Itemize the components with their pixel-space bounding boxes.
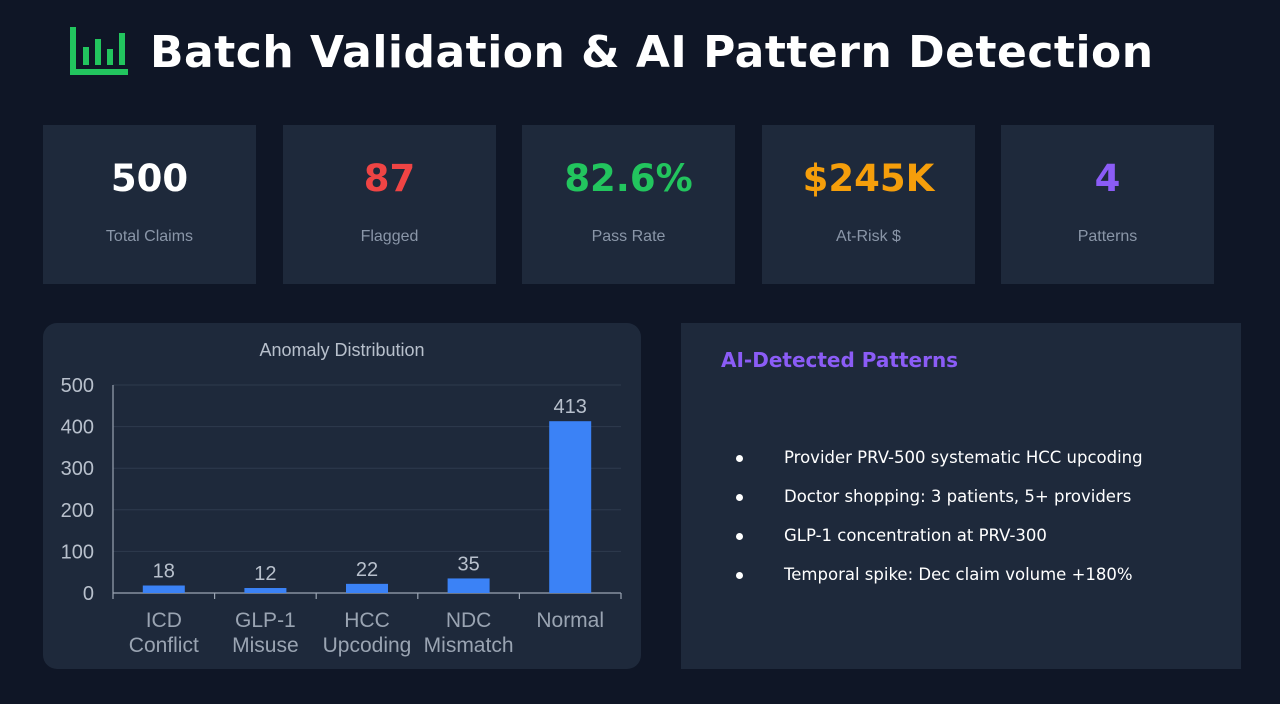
bullet-icon <box>736 572 743 579</box>
kpi-label: Patterns <box>1077 228 1138 245</box>
bar <box>346 583 388 593</box>
kpi-card-pass-rate: 82.6% Pass Rate <box>522 125 735 284</box>
bullet-icon <box>736 494 743 501</box>
kpi-card-total-claims: 500 Total Claims <box>43 125 256 284</box>
pattern-text: GLP-1 concentration at PRV-300 <box>784 526 1047 545</box>
kpi-label: Flagged <box>360 228 419 245</box>
patterns-panel: AI-Detected Patterns Provider PRV-500 sy… <box>681 323 1241 669</box>
data-label: 413 <box>554 396 587 418</box>
kpi-value: $245K <box>802 157 935 200</box>
page-title: Batch Validation & AI Pattern Detection <box>150 26 1154 78</box>
patterns-title: AI-Detected Patterns <box>721 348 959 372</box>
pattern-list: Provider PRV-500 systematic HCC upcoding… <box>731 444 1143 600</box>
data-label: 22 <box>356 559 378 581</box>
pattern-text: Temporal spike: Dec claim volume +180% <box>784 565 1133 584</box>
list-item: GLP-1 concentration at PRV-300 <box>731 522 1143 561</box>
y-tick-label: 200 <box>61 500 94 522</box>
kpi-card-flagged: 87 Flagged <box>283 125 496 284</box>
chart-title: Anomaly Distribution <box>259 340 425 360</box>
y-tick-label: 0 <box>83 583 94 605</box>
bar-chart-icon <box>70 27 128 75</box>
bar <box>142 585 185 593</box>
list-item: Provider PRV-500 systematic HCC upcoding <box>731 444 1143 483</box>
x-tick-label: Normal <box>536 609 604 632</box>
kpi-value: 500 <box>110 157 189 200</box>
page-header: Batch Validation & AI Pattern Detection <box>68 22 1154 82</box>
bar <box>549 421 592 593</box>
kpi-row: 500 Total Claims 87 Flagged 82.6% Pass R… <box>43 125 1215 284</box>
data-label: 12 <box>254 563 276 585</box>
x-tick-label: Mismatch <box>424 634 514 657</box>
bullet-icon <box>736 455 743 462</box>
x-tick-label: ICD <box>146 609 182 632</box>
data-label: 18 <box>153 561 175 583</box>
data-label: 35 <box>457 553 479 575</box>
x-tick-label: NDC <box>446 609 492 632</box>
x-tick-label: GLP-1 <box>235 609 296 632</box>
x-tick-label: Misuse <box>232 634 299 657</box>
pattern-text: Provider PRV-500 systematic HCC upcoding <box>784 448 1143 467</box>
kpi-value: 4 <box>1094 157 1121 200</box>
list-item: Temporal spike: Dec claim volume +180% <box>731 561 1143 600</box>
kpi-card-patterns: 4 Patterns <box>1001 125 1214 284</box>
bar <box>244 588 287 593</box>
x-tick-label: Conflict <box>129 634 199 657</box>
x-tick-label: Upcoding <box>323 634 412 657</box>
kpi-label: At-Risk $ <box>836 228 901 245</box>
kpi-label: Total Claims <box>105 228 194 245</box>
bullet-icon <box>736 533 743 540</box>
y-tick-label: 300 <box>61 458 94 480</box>
kpi-label: Pass Rate <box>591 228 666 245</box>
kpi-value: 87 <box>363 157 416 200</box>
kpi-value: 82.6% <box>564 157 693 200</box>
y-tick-label: 100 <box>61 541 94 563</box>
pattern-text: Doctor shopping: 3 patients, 5+ provider… <box>784 487 1132 506</box>
y-tick-label: 500 <box>61 375 94 397</box>
x-tick-label: HCC <box>344 609 390 632</box>
kpi-card-at-risk: $245K At-Risk $ <box>762 125 975 284</box>
anomaly-chart-panel: Anomaly Distribution 0 100 200 300 400 500 18 I… <box>43 323 641 669</box>
y-tick-label: 400 <box>61 417 94 439</box>
bar <box>447 578 490 593</box>
list-item: Doctor shopping: 3 patients, 5+ provider… <box>731 483 1143 522</box>
